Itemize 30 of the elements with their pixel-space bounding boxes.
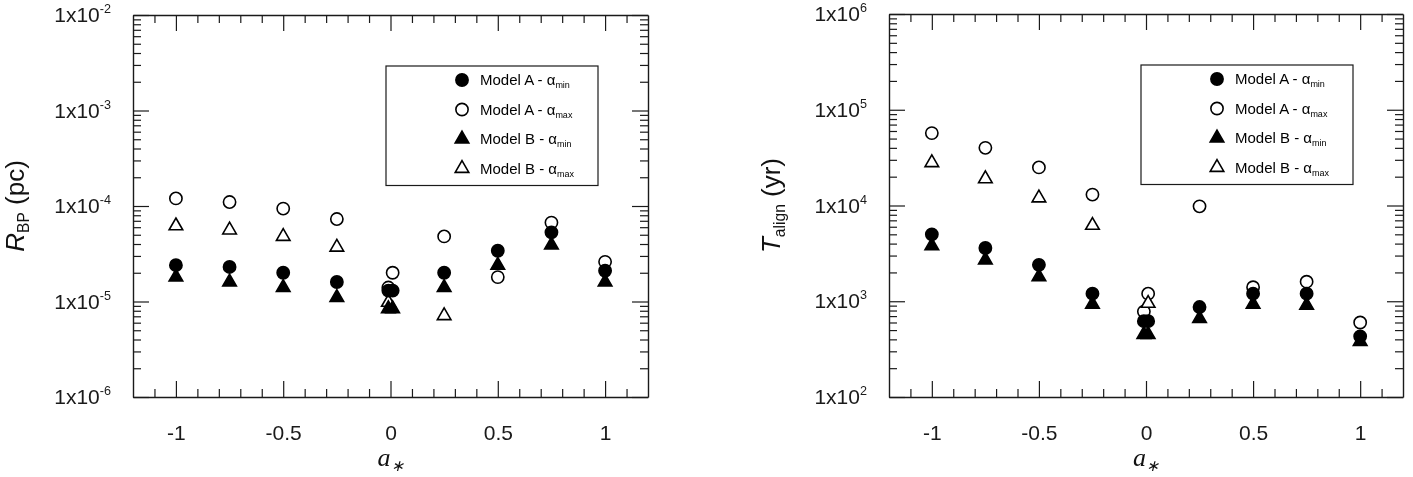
x-tick-label: -1 (922, 420, 942, 444)
x-axis-title: a$_{∗}$ (1133, 443, 1159, 474)
x-tick-label: 0 (385, 420, 397, 444)
y-tick-label: 1x10$^{6}$ (814, 1, 867, 26)
legend-label: Model A - α$_{max}$ (480, 100, 573, 120)
x-tick-label: -1 (167, 420, 186, 444)
y-tick-label: 1x10$^{4}$ (814, 192, 867, 217)
x-tick-label: 0 (1140, 420, 1153, 444)
legend-label: Model A - α$_{min}$ (480, 71, 570, 90)
y-tick-label: 1x10$^{-5}$ (54, 288, 111, 313)
y-tick-label: 1x10$^{2}$ (814, 384, 867, 409)
x-tick-label: -0.5 (265, 420, 302, 444)
y-tick-label: 1x10$^{-6}$ (54, 384, 111, 409)
x-tick-label: -0.5 (1021, 420, 1058, 444)
y-tick-label: 1x10$^{3}$ (814, 288, 867, 313)
legend-label: Model A - α$_{min}$ (1235, 70, 1325, 89)
y-tick-label: 1x10$^{-2}$ (54, 2, 111, 27)
legend-label: Model B - α$_{max}$ (480, 159, 575, 179)
x-tick-label: 0.5 (483, 420, 513, 444)
y-tick-label: 1x10$^{-4}$ (54, 193, 111, 218)
y-tick-label: 1x10$^{5}$ (814, 97, 867, 121)
y-tick-label: 1x10$^{-3}$ (54, 97, 111, 122)
x-tick-label: 1 (1354, 420, 1367, 444)
legend-label: Model B - α$_{min}$ (1235, 129, 1327, 148)
legend-label: Model B - α$_{min}$ (480, 130, 572, 149)
x-tick-label: 1 (599, 420, 612, 444)
x-tick-label: 0.5 (1238, 420, 1269, 444)
legend-label: Model B - α$_{max}$ (1235, 158, 1330, 178)
legend-label: Model A - α$_{max}$ (1235, 99, 1328, 119)
x-axis-title: a$_{∗}$ (377, 443, 404, 474)
